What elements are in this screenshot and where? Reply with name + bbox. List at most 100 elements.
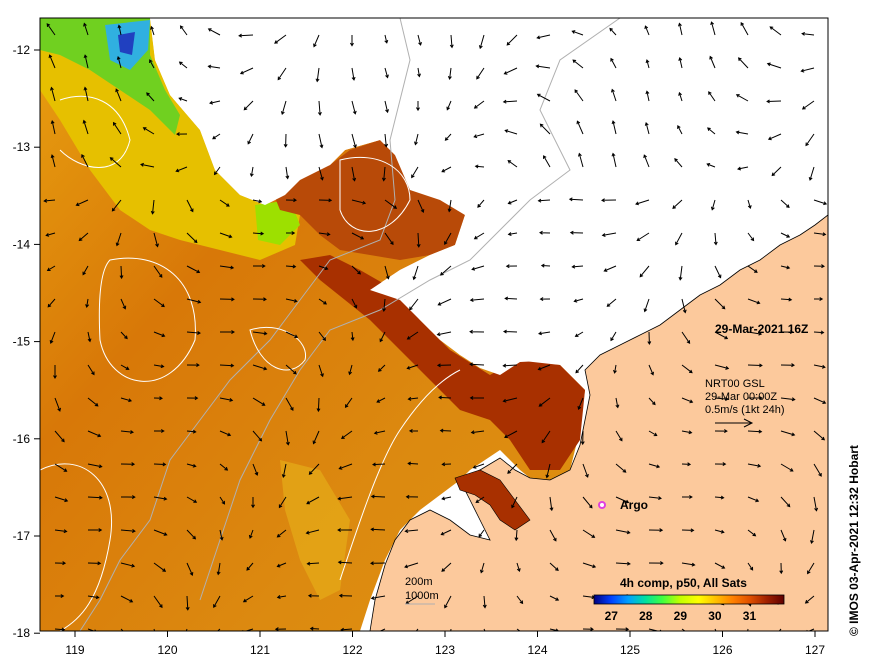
land-inlet — [454, 469, 531, 531]
current-arrow — [252, 463, 259, 476]
current-arrow — [643, 298, 650, 313]
current-arrow — [478, 34, 485, 50]
current-arrow — [735, 130, 749, 135]
current-arrow — [285, 364, 297, 375]
current-arrow — [384, 199, 398, 209]
current-arrow — [153, 529, 168, 536]
current-arrow — [219, 397, 234, 402]
current-arrow — [681, 397, 694, 404]
current-arrow — [252, 397, 266, 406]
current-source-label: NRT00 GSL — [705, 378, 765, 390]
latitude-tick-label: -17 — [13, 529, 31, 543]
current-arrow — [120, 430, 134, 434]
current-arrow — [153, 331, 166, 338]
longitude-tick-label: 121 — [250, 643, 270, 657]
current-arrow — [219, 463, 229, 471]
current-arrow — [613, 364, 617, 374]
current-arrow — [87, 397, 99, 407]
current-arrow — [153, 364, 165, 369]
current-arrow — [153, 298, 165, 308]
current-arrow — [648, 496, 662, 501]
current-arrow — [747, 331, 763, 336]
current-arrow — [417, 34, 422, 46]
current-arrow — [473, 133, 485, 139]
current-arrow — [804, 595, 815, 604]
current-arrow — [469, 298, 485, 302]
current-arrow — [318, 265, 329, 271]
current-arrow — [682, 495, 693, 499]
current-arrow — [344, 397, 353, 408]
current-arrow — [185, 595, 190, 611]
colorbar-tick-label: 30 — [708, 609, 722, 623]
current-arrow — [286, 231, 296, 236]
current-arrow — [153, 462, 167, 467]
current-arrow — [338, 593, 353, 598]
current-arrow — [635, 199, 650, 206]
current-arrow — [678, 56, 683, 69]
current-arrow — [416, 232, 421, 248]
current-arrow — [672, 199, 683, 209]
current-arrow — [351, 133, 357, 149]
argo-label: Argo — [620, 498, 648, 512]
current-arrow — [87, 364, 95, 376]
current-arrow — [735, 94, 749, 102]
current-arrow — [502, 397, 518, 403]
current-arrow — [476, 67, 485, 80]
current-arrow — [538, 331, 551, 336]
current-arrow — [643, 154, 650, 168]
current-arrow — [582, 627, 594, 631]
current-arrow — [582, 496, 593, 509]
current-arrow — [516, 628, 521, 631]
current-arrow — [87, 595, 100, 600]
current-arrow — [714, 529, 725, 534]
current-arrow — [502, 363, 518, 368]
current-arrow — [85, 298, 90, 308]
current-arrow — [438, 395, 452, 400]
longitude-tick-label: 127 — [805, 643, 825, 657]
current-scale-label: 0.5m/s (1kt 24h) — [705, 404, 784, 416]
current-arrow — [384, 232, 394, 246]
current-arrow — [540, 263, 551, 268]
current-arrow — [780, 529, 787, 542]
current-arrow — [82, 265, 89, 276]
current-arrow — [351, 232, 365, 240]
current-arrow — [220, 330, 235, 335]
current-arrow — [813, 496, 819, 512]
current-arrow — [247, 133, 254, 145]
product-label: 4h comp, p50, All Sats — [620, 576, 747, 590]
current-vectors — [43, 21, 828, 631]
current-arrow — [252, 364, 268, 371]
current-arrow — [280, 100, 287, 116]
sst-hot-region — [300, 255, 585, 470]
current-arrow — [813, 397, 827, 404]
current-arrow — [681, 628, 686, 631]
current-arrow — [737, 166, 749, 171]
current-arrow — [677, 125, 683, 135]
current-arrow — [178, 61, 188, 69]
current-arrow — [645, 90, 650, 102]
current-arrow — [503, 67, 518, 75]
colorbar-gradient — [593, 594, 785, 605]
current-arrow — [219, 297, 235, 302]
current-arrow — [384, 133, 389, 148]
current-arrow — [407, 396, 419, 401]
current-arrow — [674, 158, 683, 168]
current-arrow — [813, 330, 825, 335]
latitude-axis: -12 -13 -14 -15 -16 -17 -18 — [13, 43, 40, 640]
current-arrow — [615, 430, 623, 442]
current-arrow — [338, 463, 353, 470]
current-arrow — [43, 198, 56, 203]
current-arrow — [681, 331, 691, 345]
current-arrow — [285, 397, 294, 411]
current-arrow — [251, 497, 256, 509]
current-arrow — [603, 265, 617, 272]
current-arrow — [436, 331, 452, 337]
current-arrow — [248, 529, 254, 539]
current-arrow — [405, 494, 419, 499]
longitude-tick-label: 124 — [527, 643, 547, 657]
current-arrow — [574, 331, 584, 337]
current-arrow — [615, 397, 620, 409]
current-arrow — [780, 463, 794, 472]
current-arrow — [582, 562, 597, 569]
current-arrow — [276, 529, 287, 538]
